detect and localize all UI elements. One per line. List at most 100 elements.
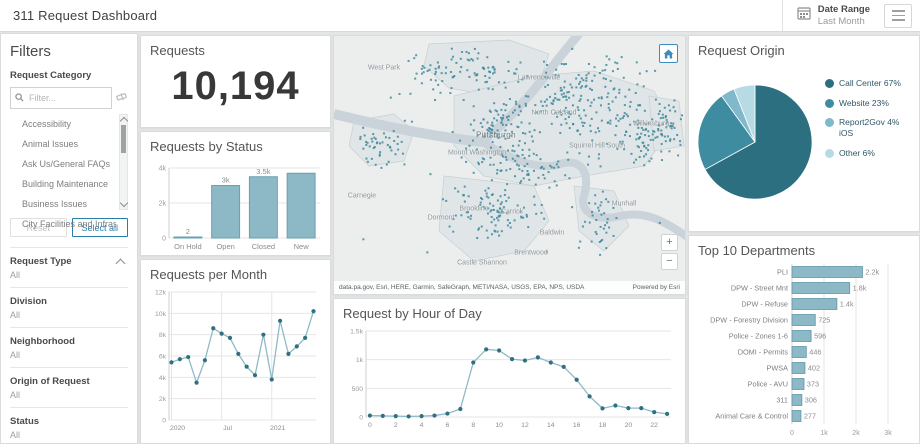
filter-section-origin-of-request[interactable]: Origin of Request All xyxy=(10,368,128,408)
legend-swatch xyxy=(825,148,834,158)
data-point[interactable] xyxy=(522,358,528,363)
zoom-in-button[interactable]: + xyxy=(661,234,678,251)
pie-slice[interactable] xyxy=(704,84,813,200)
status-bar-on-hold[interactable] xyxy=(173,236,203,239)
department-bar[interactable] xyxy=(791,282,851,294)
header: 311 Request Dashboard Date Range Last Mo… xyxy=(0,0,920,32)
data-point[interactable] xyxy=(277,318,283,323)
map-canvas[interactable]: West Park Lawrenceville North Oakland Wilki… xyxy=(334,36,685,294)
status-bar-new[interactable] xyxy=(286,172,316,239)
hour-line-chart[interactable]: 0 500 1k 1.5k 0 2 4 6 8 10 12 14 16 18 20 22 xyxy=(334,323,685,436)
month-line-chart[interactable]: 0 2k 4k 6k 8k 10k 12k 2020 Jul 2021 xyxy=(141,284,330,439)
legend-item[interactable]: Website 23% xyxy=(825,98,913,109)
data-point[interactable] xyxy=(497,348,502,353)
data-point[interactable] xyxy=(236,351,241,356)
data-point[interactable] xyxy=(380,413,385,418)
clear-filter-icon[interactable] xyxy=(116,89,128,107)
data-point[interactable] xyxy=(587,394,592,399)
filter-section-status[interactable]: Status All xyxy=(10,408,128,444)
category-filter-input[interactable] xyxy=(27,92,107,104)
data-point[interactable] xyxy=(626,406,631,411)
data-point[interactable] xyxy=(445,411,450,416)
attribution-text: data.pa.gov, Esri, HERE, Garmin, SafeGra… xyxy=(339,284,585,291)
pie-slice[interactable] xyxy=(697,95,756,171)
department-bar[interactable] xyxy=(791,362,806,374)
data-point[interactable] xyxy=(311,309,316,314)
data-point[interactable] xyxy=(548,360,553,365)
search-icon xyxy=(15,89,24,107)
data-point[interactable] xyxy=(219,331,224,336)
department-bar[interactable] xyxy=(791,330,812,342)
data-point[interactable] xyxy=(252,373,258,378)
department-bar[interactable] xyxy=(791,346,807,358)
map-place-label: West Park xyxy=(367,64,401,72)
category-list-item[interactable]: Ask Us/General FAQs xyxy=(22,159,111,169)
data-point[interactable] xyxy=(613,403,618,408)
scroll-up-icon[interactable] xyxy=(119,116,129,126)
data-point[interactable] xyxy=(194,380,199,385)
origin-pie-chart[interactable] xyxy=(689,60,919,225)
department-bar[interactable] xyxy=(791,378,805,390)
reset-button[interactable]: Reset xyxy=(10,218,67,237)
department-bar[interactable] xyxy=(791,314,816,326)
status-bar-open[interactable] xyxy=(211,185,241,239)
data-point[interactable] xyxy=(600,406,605,411)
department-bar[interactable] xyxy=(791,266,863,278)
status-bar-chart[interactable]: 0 2k 4k 2 On Hold 3k Open 3.5k Closed New xyxy=(141,156,330,259)
data-point[interactable] xyxy=(186,354,191,360)
data-point[interactable] xyxy=(269,377,274,382)
category-list-item[interactable]: Accessibility xyxy=(22,119,72,129)
data-point[interactable] xyxy=(419,414,424,419)
select-all-button[interactable]: Select all xyxy=(71,218,128,237)
data-point[interactable] xyxy=(484,347,489,352)
data-point[interactable] xyxy=(211,326,216,331)
status-bar-closed[interactable] xyxy=(248,176,278,239)
data-point[interactable] xyxy=(509,356,515,362)
data-point[interactable] xyxy=(471,360,476,365)
data-point[interactable] xyxy=(406,414,411,419)
category-list-item[interactable]: Building Maintenance xyxy=(22,179,109,189)
data-point[interactable] xyxy=(574,377,579,382)
department-bar[interactable] xyxy=(791,394,803,406)
category-list-item[interactable]: City Facilities and Infrastructure xyxy=(22,219,116,229)
legend-item[interactable]: Call Center 67% xyxy=(825,78,913,89)
category-search-box[interactable] xyxy=(10,87,112,109)
zoom-out-button[interactable]: − xyxy=(661,253,678,270)
data-point[interactable] xyxy=(261,332,266,337)
data-point[interactable] xyxy=(177,357,182,362)
list-scrollbar[interactable] xyxy=(119,114,129,210)
data-point[interactable] xyxy=(458,406,463,412)
data-point[interactable] xyxy=(367,413,372,418)
svg-text:3.5k: 3.5k xyxy=(256,167,270,176)
departments-bar-chart[interactable]: 0 1k 2k 3k PLI 2.2k DPW - Street Mnt 1.8k DPW - … xyxy=(689,260,919,443)
department-bar[interactable] xyxy=(791,298,838,310)
home-button[interactable] xyxy=(659,44,678,63)
data-point[interactable] xyxy=(169,360,174,365)
data-point[interactable] xyxy=(227,335,233,340)
data-point[interactable] xyxy=(639,406,644,411)
data-point[interactable] xyxy=(303,335,308,340)
hamburger-menu-button[interactable] xyxy=(884,3,912,28)
data-point[interactable] xyxy=(535,355,540,360)
data-point[interactable] xyxy=(294,344,299,349)
scroll-down-icon[interactable] xyxy=(119,198,129,208)
category-list-item[interactable]: Animal Issues xyxy=(22,139,79,149)
data-point[interactable] xyxy=(244,364,249,369)
data-point[interactable] xyxy=(286,351,291,356)
data-point[interactable] xyxy=(652,410,657,415)
pie-slice[interactable] xyxy=(733,84,756,143)
data-point[interactable] xyxy=(202,358,208,363)
legend-item[interactable]: Report2Gov 4% iOS xyxy=(825,117,913,138)
data-point[interactable] xyxy=(561,364,566,369)
data-point[interactable] xyxy=(393,414,398,419)
data-point[interactable] xyxy=(665,411,670,416)
legend-item[interactable]: Other 6% xyxy=(825,148,913,159)
data-point[interactable] xyxy=(432,413,437,418)
filter-section-neighborhood[interactable]: Neighborhood All xyxy=(10,328,128,368)
department-bar[interactable] xyxy=(791,410,802,422)
date-range-selector[interactable]: Date Range Last Month xyxy=(781,0,884,31)
scroll-thumb[interactable] xyxy=(121,125,126,153)
category-list-item[interactable]: Business Issues xyxy=(22,199,88,209)
filter-section-request-type[interactable]: Request Type All xyxy=(10,248,128,288)
filter-section-division[interactable]: Division All xyxy=(10,288,128,328)
